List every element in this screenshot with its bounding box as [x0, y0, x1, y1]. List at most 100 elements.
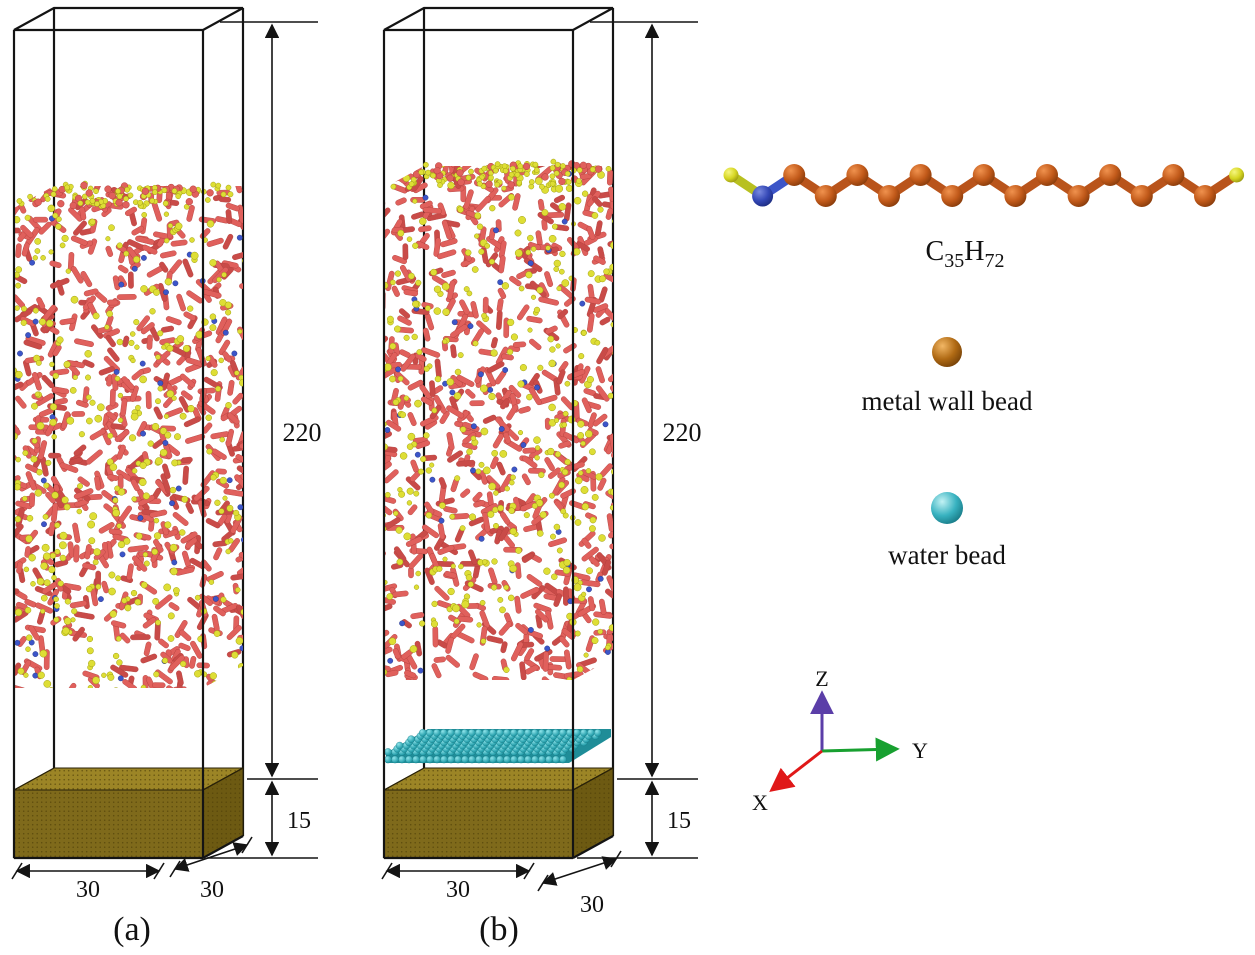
yellow-bead — [51, 574, 57, 581]
yellow-bead — [447, 181, 455, 190]
yellow-bead — [131, 468, 138, 474]
water-bead — [384, 755, 392, 764]
red-bead — [522, 162, 531, 171]
yellow-bead — [457, 352, 464, 359]
yellow-bead — [42, 513, 49, 520]
blue-bead — [239, 645, 243, 652]
yellow-bead — [92, 559, 99, 566]
yellow-bead — [491, 449, 499, 457]
yellow-bead — [484, 243, 491, 249]
polymer-rod — [105, 334, 116, 348]
carbon-bead — [814, 185, 837, 207]
yellow-bead — [171, 459, 179, 467]
blue-bead — [399, 620, 405, 627]
yellow-bead — [533, 306, 541, 314]
polymer-rod — [23, 339, 43, 350]
yellow-bead — [155, 354, 161, 360]
yellow-bead — [59, 242, 66, 249]
yellow-bead — [14, 271, 20, 279]
yellow-bead — [592, 618, 600, 626]
yellow-bead — [76, 508, 83, 515]
yellow-bead — [433, 285, 442, 293]
polymer-rod — [16, 561, 23, 574]
water-bead — [447, 729, 455, 737]
polymer-rod — [136, 315, 151, 332]
yellow-bead — [572, 247, 581, 256]
yellow-bead — [534, 454, 540, 461]
yellow-bead — [547, 335, 555, 343]
yellow-bead — [468, 513, 477, 521]
polymer-rod — [610, 445, 613, 459]
polymer-rod — [579, 173, 592, 180]
polymer-rod — [456, 459, 476, 467]
polymer-rod — [238, 551, 243, 562]
carbon-bead — [1162, 164, 1185, 186]
polymer-rod — [232, 392, 243, 405]
polymer-rod — [110, 664, 129, 678]
yellow-bead — [101, 672, 107, 678]
blue-bead — [25, 332, 31, 338]
yellow-bead — [509, 527, 517, 535]
yellow-bead — [63, 360, 71, 368]
carbon-bead — [909, 164, 932, 186]
polymer-rod — [59, 462, 79, 473]
yellow-bead — [488, 174, 494, 181]
dim-b-wall: 15 — [667, 808, 691, 834]
end-bead — [723, 167, 739, 183]
coordinate-axes: Z Y X — [752, 666, 928, 815]
yellow-bead — [164, 431, 172, 439]
yellow-bead — [153, 671, 160, 678]
polymer-rod — [221, 260, 239, 269]
polymer-rod — [587, 596, 596, 612]
yellow-bead — [89, 399, 96, 406]
blue-bead — [222, 329, 229, 336]
polymer-rod — [170, 239, 188, 247]
polymer-rod — [210, 431, 230, 440]
polymer-rod — [595, 366, 605, 384]
yellow-bead — [560, 163, 566, 169]
polymer-rod — [181, 550, 191, 568]
polymer-rod — [421, 524, 440, 539]
polymer-rod — [48, 452, 62, 459]
water-bead — [475, 755, 483, 764]
yellow-bead — [57, 580, 64, 587]
polymer-rod — [445, 654, 460, 668]
yellow-bead — [140, 285, 148, 293]
yellow-bead — [169, 486, 177, 494]
polymer-rod — [420, 396, 434, 406]
yellow-bead — [140, 581, 148, 589]
yellow-bead — [553, 523, 561, 531]
red-bead — [594, 165, 602, 173]
polymer-rod — [581, 397, 592, 414]
yellow-bead — [434, 375, 442, 383]
yellow-bead — [215, 385, 222, 392]
blue-bead — [29, 259, 35, 266]
yellow-bead — [85, 585, 93, 593]
polymer-rod — [186, 290, 204, 304]
yellow-bead — [117, 392, 124, 399]
polymer-melt-a — [14, 186, 243, 688]
blue-bead — [28, 639, 35, 646]
metal-wall-slab-b — [383, 767, 614, 859]
yellow-bead — [547, 447, 555, 456]
yellow-bead — [94, 201, 100, 207]
polymer-rod — [421, 347, 441, 358]
polymer-rod — [218, 339, 231, 356]
yellow-bead — [34, 391, 41, 398]
yellow-bead — [190, 251, 199, 260]
yellow-bead — [409, 645, 418, 653]
yellow-bead — [89, 198, 96, 204]
polymer-rod — [59, 317, 76, 326]
yellow-bead — [64, 184, 71, 191]
yellow-bead — [554, 161, 561, 168]
yellow-bead — [128, 434, 137, 442]
blue-bead — [597, 575, 604, 582]
water-bead — [573, 729, 581, 737]
yellow-bead — [69, 387, 77, 394]
dimensions-a — [11, 21, 318, 880]
polymer-rod — [444, 570, 457, 579]
yellow-bead — [14, 367, 18, 374]
blue-bead — [117, 675, 124, 682]
yellow-bead — [394, 325, 401, 333]
yellow-bead — [578, 353, 585, 360]
